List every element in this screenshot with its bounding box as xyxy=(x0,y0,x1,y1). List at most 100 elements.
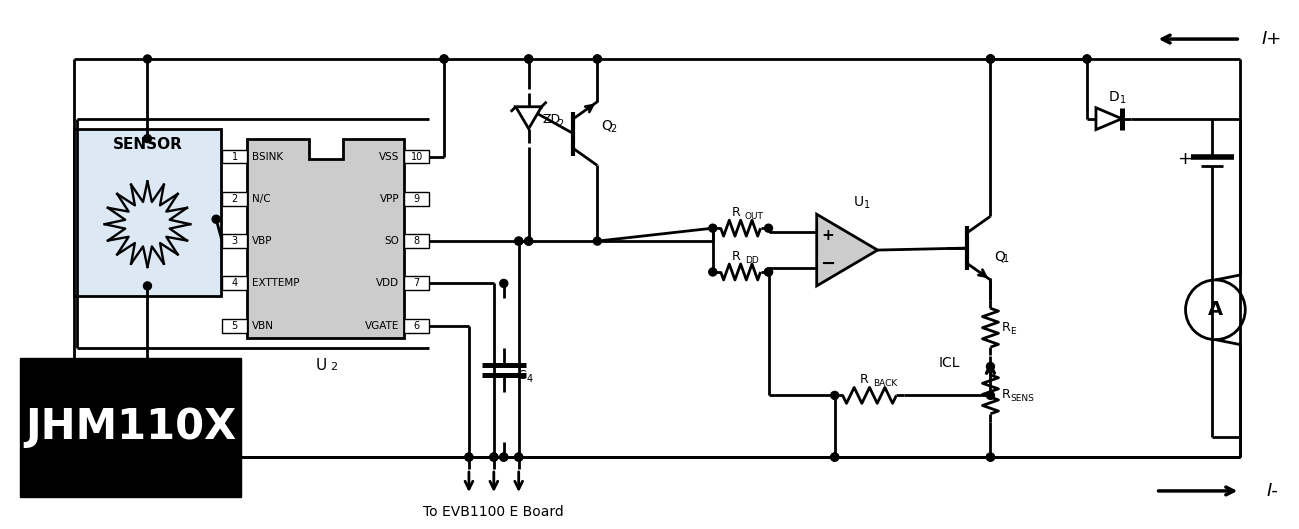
FancyBboxPatch shape xyxy=(74,129,221,296)
Circle shape xyxy=(143,453,152,461)
Circle shape xyxy=(709,224,717,232)
Text: R: R xyxy=(1002,388,1011,401)
Circle shape xyxy=(143,134,152,143)
Polygon shape xyxy=(817,214,878,286)
Circle shape xyxy=(986,362,995,370)
Text: U: U xyxy=(853,195,864,209)
Circle shape xyxy=(525,55,533,63)
Circle shape xyxy=(143,453,152,461)
Circle shape xyxy=(525,55,533,63)
Text: 10: 10 xyxy=(410,151,422,161)
Text: VDD: VDD xyxy=(377,278,399,288)
Text: VPP: VPP xyxy=(379,194,399,204)
Polygon shape xyxy=(516,107,542,129)
Circle shape xyxy=(765,268,773,276)
Circle shape xyxy=(765,268,773,276)
Text: VGATE: VGATE xyxy=(365,321,399,331)
Text: R: R xyxy=(860,373,869,386)
Circle shape xyxy=(986,55,995,63)
Text: R: R xyxy=(1002,321,1011,334)
Text: R: R xyxy=(731,206,740,219)
Text: 7: 7 xyxy=(413,278,420,288)
FancyBboxPatch shape xyxy=(19,358,242,497)
Circle shape xyxy=(500,453,508,461)
Circle shape xyxy=(440,55,448,63)
Circle shape xyxy=(212,215,220,223)
Text: JHM110X: JHM110X xyxy=(25,406,236,448)
Text: 9: 9 xyxy=(413,194,420,204)
Text: VBP: VBP xyxy=(252,236,273,246)
Circle shape xyxy=(831,453,839,461)
Circle shape xyxy=(525,237,533,245)
Circle shape xyxy=(490,453,498,461)
Circle shape xyxy=(1083,55,1091,63)
Text: I-: I- xyxy=(1267,482,1278,500)
Text: 8: 8 xyxy=(413,236,420,246)
Circle shape xyxy=(514,237,522,245)
Circle shape xyxy=(465,453,473,461)
Text: VSS: VSS xyxy=(379,151,399,161)
Text: OUT: OUT xyxy=(744,212,764,221)
Text: E: E xyxy=(1011,327,1016,336)
Text: I+: I+ xyxy=(1261,30,1282,48)
Circle shape xyxy=(440,55,448,63)
Circle shape xyxy=(831,391,839,399)
Circle shape xyxy=(525,237,533,245)
Circle shape xyxy=(709,268,717,276)
Circle shape xyxy=(490,453,498,461)
Polygon shape xyxy=(247,139,404,338)
Text: EXTTEMP: EXTTEMP xyxy=(252,278,300,288)
FancyBboxPatch shape xyxy=(404,277,429,290)
Circle shape xyxy=(514,453,522,461)
Text: 1: 1 xyxy=(1003,254,1009,264)
Text: SENSOR: SENSOR xyxy=(113,137,182,152)
Text: DD: DD xyxy=(744,256,759,264)
FancyBboxPatch shape xyxy=(222,192,247,206)
Polygon shape xyxy=(1096,108,1122,130)
Text: C: C xyxy=(518,369,526,382)
FancyBboxPatch shape xyxy=(222,319,247,333)
Text: 2: 2 xyxy=(611,124,617,134)
Circle shape xyxy=(500,453,508,461)
Text: 1: 1 xyxy=(1120,95,1126,105)
Text: 2: 2 xyxy=(330,361,338,371)
Text: 2: 2 xyxy=(557,118,564,129)
FancyBboxPatch shape xyxy=(404,150,429,163)
Text: BSINK: BSINK xyxy=(252,151,283,161)
Text: 3: 3 xyxy=(231,236,238,246)
Circle shape xyxy=(986,453,995,461)
Circle shape xyxy=(143,55,152,63)
Text: 5: 5 xyxy=(231,321,238,331)
Text: 1: 1 xyxy=(231,151,238,161)
Circle shape xyxy=(986,55,995,63)
Circle shape xyxy=(765,224,773,232)
FancyBboxPatch shape xyxy=(404,234,429,248)
FancyBboxPatch shape xyxy=(404,319,429,333)
Text: SENS: SENS xyxy=(1011,394,1034,403)
Text: Q: Q xyxy=(601,118,612,133)
Text: 4: 4 xyxy=(231,278,238,288)
Text: −: − xyxy=(820,256,835,273)
Text: 2: 2 xyxy=(231,194,238,204)
Text: 6: 6 xyxy=(413,321,420,331)
Text: SO: SO xyxy=(385,236,399,246)
Circle shape xyxy=(986,55,995,63)
Text: A: A xyxy=(1208,300,1222,320)
Text: To EVB1100 E Board: To EVB1100 E Board xyxy=(423,505,564,519)
Text: U: U xyxy=(316,358,327,372)
Text: Q: Q xyxy=(995,249,1005,263)
Text: ICL: ICL xyxy=(939,355,960,370)
Text: R: R xyxy=(731,250,740,262)
Circle shape xyxy=(594,55,601,63)
Circle shape xyxy=(514,453,522,461)
Text: 4: 4 xyxy=(526,374,533,384)
Circle shape xyxy=(143,282,152,290)
FancyBboxPatch shape xyxy=(222,277,247,290)
Text: +: + xyxy=(1177,150,1192,168)
FancyBboxPatch shape xyxy=(222,150,247,163)
Circle shape xyxy=(986,453,995,461)
Circle shape xyxy=(500,279,508,287)
Text: ZD: ZD xyxy=(543,113,561,126)
Text: +: + xyxy=(821,228,834,243)
Circle shape xyxy=(986,391,995,399)
